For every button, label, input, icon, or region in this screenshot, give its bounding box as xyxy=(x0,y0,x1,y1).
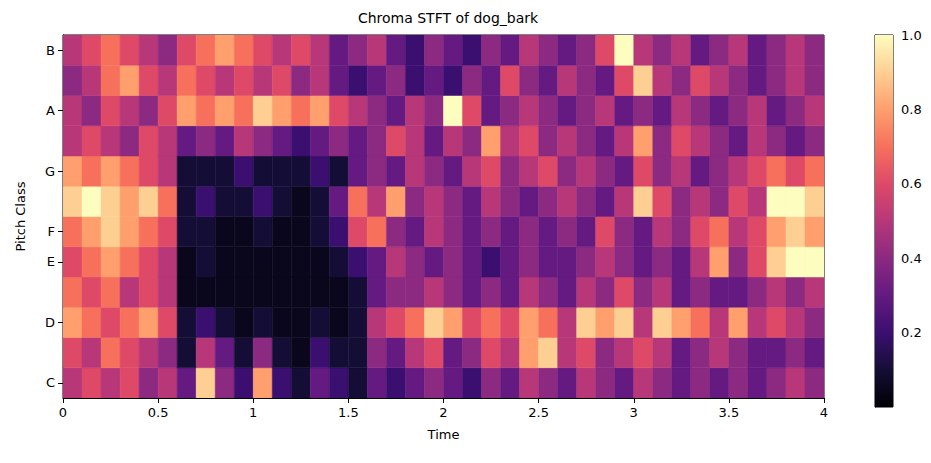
svg-text:0: 0 xyxy=(59,405,67,420)
svg-text:4: 4 xyxy=(820,405,828,420)
svg-text:1.0: 1.0 xyxy=(901,28,922,43)
svg-text:2.5: 2.5 xyxy=(528,405,549,420)
svg-text:0.8: 0.8 xyxy=(901,102,922,117)
svg-text:Pitch Class: Pitch Class xyxy=(13,181,28,251)
svg-text:1.5: 1.5 xyxy=(338,405,359,420)
svg-text:E: E xyxy=(47,254,55,269)
svg-text:1: 1 xyxy=(249,405,257,420)
svg-text:0.4: 0.4 xyxy=(901,251,922,266)
svg-text:Time: Time xyxy=(427,427,460,442)
svg-text:0.2: 0.2 xyxy=(901,325,922,340)
svg-text:0.5: 0.5 xyxy=(148,405,169,420)
svg-text:C: C xyxy=(46,375,55,390)
svg-text:F: F xyxy=(48,224,55,239)
svg-text:B: B xyxy=(46,43,55,58)
svg-text:A: A xyxy=(46,103,55,118)
svg-text:3: 3 xyxy=(630,405,638,420)
svg-text:3.5: 3.5 xyxy=(719,405,740,420)
svg-text:Chroma STFT of dog_bark: Chroma STFT of dog_bark xyxy=(358,10,539,26)
svg-text:2: 2 xyxy=(439,405,447,420)
svg-text:D: D xyxy=(45,315,55,330)
svg-text:G: G xyxy=(45,164,55,179)
svg-text:0.6: 0.6 xyxy=(901,176,922,191)
